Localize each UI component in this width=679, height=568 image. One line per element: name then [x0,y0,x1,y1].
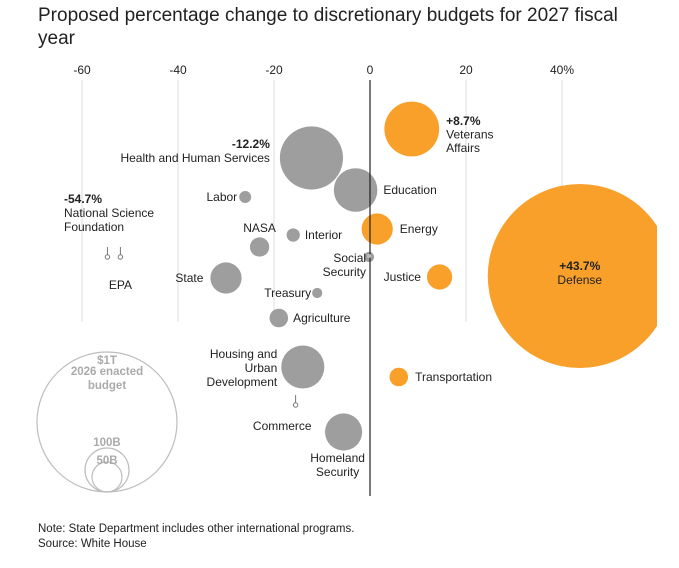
label-homeland-security-line: Security [316,465,359,479]
label-transportation: Transportation [415,370,492,384]
legend-label: 50B [96,455,117,467]
label-health-and-human-services: -12.2%Health and Human Services [120,137,270,165]
label-epa: EPA [109,278,132,292]
label-national-science-foundation-line: -54.7% [64,192,102,206]
legend-title-line: budget [88,380,126,392]
bubble-education [333,168,378,212]
bubble-energy [361,213,393,245]
legend-label: 100B [93,437,121,449]
label-treasury: Treasury [264,286,311,300]
label-agriculture: Agriculture [293,311,351,325]
label-defense-line: Defense [557,273,602,287]
bubble-homeland-security [325,413,363,451]
label-nasa: NASA [243,221,276,235]
bubble-agriculture [269,308,289,328]
label-state: State [175,271,203,285]
label-health-and-human-services-line: Health and Human Services [120,151,269,165]
bubble-commerce [292,402,299,408]
bubble-interior [286,228,300,242]
x-tick-label: 20 [459,63,473,77]
x-tick-label: -20 [265,63,283,77]
label-housing-and-urban-development-line: Development [207,375,278,389]
label-labor: Labor [206,190,237,204]
label-veterans-affairs-line: Affairs [446,141,480,155]
x-tick-label: 0 [367,63,374,77]
chart-note: Note: State Department includes other in… [38,523,355,535]
size-legend: $1T 100B 50B 2026 enacted budget [36,351,178,493]
bubble-transportation [389,367,409,387]
label-defense: +43.7%Defense [557,259,602,287]
label-housing-and-urban-development-line: Housing and [210,347,277,361]
bubble-health-and-human-services [279,126,344,190]
label-education: Education [383,183,436,197]
label-homeland-security-line: Homeland [310,451,365,465]
x-tick-label: -60 [73,63,91,77]
label-justice: Justice [384,270,422,284]
label-veterans-affairs-line: +8.7% [446,114,481,128]
bubble-social-security-dot [367,254,372,258]
legend-label: $1T [97,355,117,367]
legend-circle [91,461,123,493]
label-defense-line: +43.7% [559,259,600,273]
bubble-epa [117,254,124,260]
label-social-security-line: Social [333,251,366,265]
bubble-defense [487,184,657,368]
label-national-science-foundation-line: Foundation [64,220,124,234]
x-tick-label: 40% [550,63,574,77]
bubble-veterans-affairs [384,101,440,157]
label-health-and-human-services-line: -12.2% [232,137,270,151]
x-tick-label: -40 [169,63,187,77]
legend-title-line: 2026 enacted [71,366,143,378]
bubble-state [210,262,242,294]
label-commerce: Commerce [253,419,312,433]
label-housing-and-urban-development-line: Urban [245,361,278,375]
chart-title: Proposed percentage change to discretion… [38,5,618,49]
bubble-housing-and-urban-development [281,345,325,389]
tick-layer: -60 -40 -20 0 20 40% [73,63,574,77]
bubble-treasury-dot [315,290,320,296]
bubble-layer [104,101,657,451]
bubble-nasa [249,237,270,257]
bubble-labor-dot [242,194,248,200]
bubble-justice [426,264,453,290]
chart-source: Source: White House [38,538,147,550]
bubble-national-science-foundation [104,254,111,260]
legend-title: 2026 enacted budget [71,366,143,392]
label-energy: Energy [400,222,438,236]
label-social-security-line: Security [323,265,366,279]
label-national-science-foundation-line: National Science [64,206,154,220]
label-veterans-affairs-line: Veterans [446,128,493,142]
label-interior: Interior [305,228,342,242]
